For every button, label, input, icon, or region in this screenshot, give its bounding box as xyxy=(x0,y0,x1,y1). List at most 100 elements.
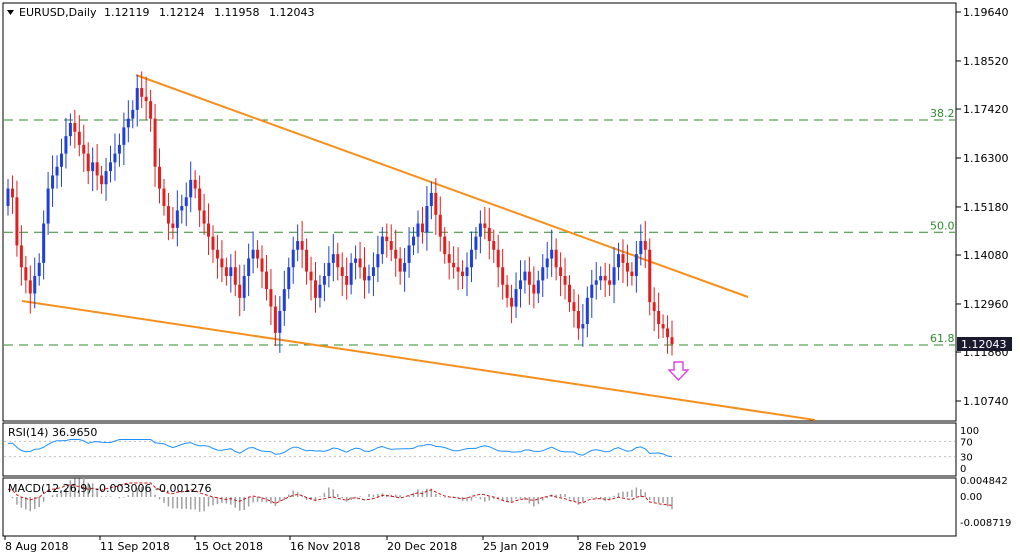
price-panel[interactable] xyxy=(2,2,957,422)
candle-body xyxy=(193,179,197,189)
candle-body xyxy=(487,227,491,242)
candle-body xyxy=(51,175,55,189)
candle-body xyxy=(514,289,518,307)
current-price-tag: 1.12043 xyxy=(957,337,1012,351)
candle-body xyxy=(198,188,202,211)
rsi-line xyxy=(7,439,673,458)
candle-body xyxy=(33,275,37,294)
candle-body xyxy=(24,267,28,281)
candle-body xyxy=(28,280,32,294)
candle-body xyxy=(661,324,665,329)
candle-body xyxy=(434,192,438,215)
candle-body xyxy=(247,258,251,276)
candle-body xyxy=(483,223,487,228)
candle-body xyxy=(242,275,246,298)
candle-body xyxy=(639,241,643,255)
candle-body xyxy=(581,324,585,329)
candle-body xyxy=(612,267,616,285)
candle-body xyxy=(376,254,380,268)
price-tick-label: 1.14080 xyxy=(963,249,1009,262)
candle-body xyxy=(135,88,139,110)
down-arrow-icon xyxy=(667,361,690,382)
date-tick-label: 11 Sep 2018 xyxy=(100,540,170,553)
price-tick-label: 1.15180 xyxy=(963,201,1009,214)
macd-tick-label: 0.00 xyxy=(960,492,982,503)
ohlc-high: 1.12124 xyxy=(159,6,205,19)
candle-body xyxy=(238,284,242,298)
fib-level-label: 61.8 xyxy=(930,332,955,345)
date-tick-label: 28 Feb 2019 xyxy=(578,540,646,553)
candle-body xyxy=(331,254,335,263)
macd-label: MACD(12,26,9) -0.003006 -0.001276 xyxy=(8,482,211,495)
candle-body xyxy=(518,280,522,290)
candle-body xyxy=(149,101,153,119)
candle-body xyxy=(162,188,166,207)
dropdown-triangle-icon[interactable] xyxy=(7,10,14,15)
candle-body xyxy=(180,206,184,211)
candle-body xyxy=(452,262,456,268)
candle-body xyxy=(456,267,460,272)
candle-body xyxy=(108,162,112,172)
candle-body xyxy=(327,262,331,276)
candle-body xyxy=(474,236,478,250)
candle-body xyxy=(630,271,634,276)
candle-body xyxy=(15,197,19,246)
candle-body xyxy=(140,88,144,97)
candle-body xyxy=(643,241,647,250)
candle-body xyxy=(73,123,77,132)
candle-body xyxy=(42,223,46,263)
candle-body xyxy=(590,284,594,298)
macd-panel[interactable] xyxy=(2,477,957,537)
candle-body xyxy=(158,166,162,189)
candle-body xyxy=(559,267,563,276)
candle-body xyxy=(82,144,86,154)
candle-body xyxy=(171,223,175,228)
candle-body xyxy=(300,241,304,250)
candle-body xyxy=(438,214,442,237)
price-tick-label: 1.19640 xyxy=(963,6,1009,19)
candle-body xyxy=(398,258,402,272)
candle-body xyxy=(345,275,349,285)
svg-text:1.12043: 1.12043 xyxy=(961,338,1007,351)
candle-body xyxy=(527,271,531,285)
ohlc-close: 1.12043 xyxy=(269,6,315,19)
candle-body xyxy=(184,197,188,207)
candle-body xyxy=(594,280,598,285)
trendline[interactable] xyxy=(21,300,816,421)
candle-body xyxy=(648,249,652,303)
candle-body xyxy=(166,206,170,224)
candle-body xyxy=(523,271,527,281)
candle-body xyxy=(510,297,514,307)
candle-body xyxy=(309,271,313,281)
candle-body xyxy=(496,249,500,268)
candle-body xyxy=(358,258,362,268)
candle-body xyxy=(122,127,126,145)
candle-body xyxy=(189,179,193,198)
candle-body xyxy=(305,249,309,272)
macd-tick-label: -0.008719 xyxy=(960,518,1011,529)
rsi-panel[interactable] xyxy=(2,422,957,477)
candle-body xyxy=(55,166,59,176)
price-tick-label: 1.18520 xyxy=(963,55,1009,68)
ohlc-open: 1.12119 xyxy=(104,6,150,19)
candle-body xyxy=(6,188,10,207)
candle-body xyxy=(389,241,393,250)
symbol-label: EURUSD,Daily xyxy=(19,6,97,19)
candle-body xyxy=(541,267,545,281)
candle-body xyxy=(603,275,607,281)
candle-body xyxy=(64,136,68,154)
fib-level-label: 50.0 xyxy=(930,219,955,232)
candle-body xyxy=(585,297,589,325)
candle-body xyxy=(554,249,558,268)
trendline[interactable] xyxy=(135,74,749,298)
date-tick-label: 25 Jan 2019 xyxy=(483,540,549,553)
candle-body xyxy=(144,96,148,102)
fib-level-label: 38.2 xyxy=(930,107,955,120)
candle-body xyxy=(349,262,353,285)
candle-body xyxy=(447,254,451,263)
chart-header: EURUSD,Daily 1.12119 1.12124 1.11958 1.1… xyxy=(7,6,315,19)
candle-body xyxy=(394,249,398,259)
candle-body xyxy=(340,267,344,276)
